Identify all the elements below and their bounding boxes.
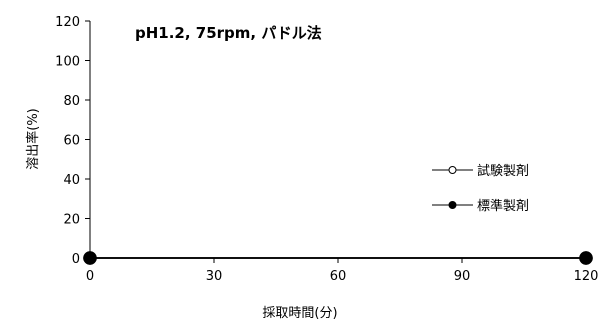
chart-title: pH1.2, 75rpm, パドル法	[135, 24, 322, 42]
y-axis-ticks: 0 20 40 60 80 100 120	[55, 15, 90, 267]
series-2	[83, 251, 593, 265]
y-tick-label: 60	[63, 134, 80, 149]
data-point	[579, 251, 593, 265]
y-tick-label: 0	[72, 252, 80, 267]
x-tick-label: 30	[206, 269, 223, 284]
x-tick-label: 90	[454, 269, 471, 284]
y-tick-label: 120	[55, 15, 80, 30]
legend-label: 標準製剤	[477, 198, 529, 214]
legend-marker	[448, 201, 457, 209]
y-tick-label: 20	[63, 213, 80, 228]
legend-label: 試験製剤	[477, 163, 529, 179]
y-tick-label: 80	[63, 94, 80, 109]
x-axis-ticks: 0 30 60 90 120	[86, 258, 599, 284]
y-axis-title: 溶出率(%)	[25, 108, 41, 170]
data-point	[83, 251, 97, 265]
axes	[89, 21, 586, 259]
y-tick-label: 40	[63, 173, 80, 188]
x-tick-label: 0	[86, 269, 94, 284]
legend-marker	[448, 166, 457, 174]
y-tick-label: 100	[55, 55, 80, 70]
x-axis-title: 採取時間(分)	[262, 306, 337, 321]
series-layer	[83, 251, 593, 265]
x-tick-label: 60	[330, 269, 347, 284]
x-tick-label: 120	[574, 269, 599, 284]
legend-entry: 標準製剤	[432, 198, 529, 214]
legend-entry: 試験製剤	[432, 163, 529, 179]
